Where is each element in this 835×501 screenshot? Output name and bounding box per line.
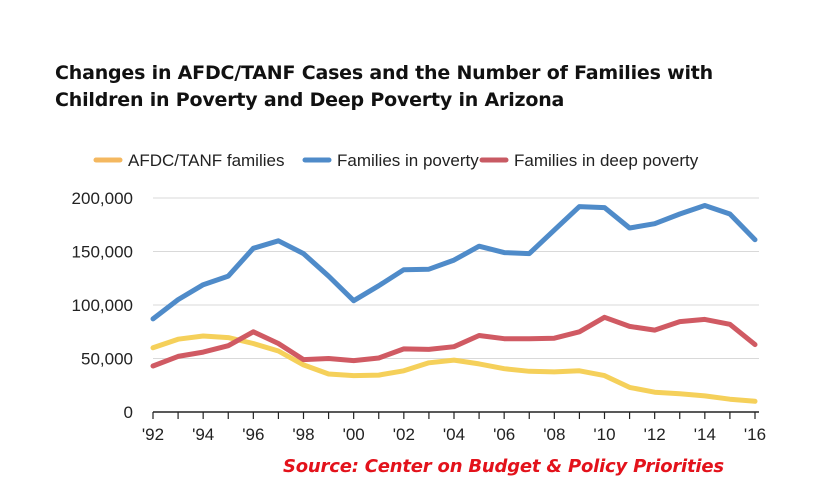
y-tick-label: 200,000: [72, 189, 133, 208]
x-tick-label: '00: [343, 425, 365, 444]
x-tick-label: '16: [744, 425, 766, 444]
x-tick-label: '12: [644, 425, 666, 444]
x-tick-label: '92: [142, 425, 164, 444]
series-line-0: [150, 333, 758, 404]
chart-legend: AFDC/TANF families Families in poverty Fam…: [93, 151, 699, 170]
x-tick-label: '08: [543, 425, 565, 444]
x-tick-label: '06: [493, 425, 515, 444]
legend-label-2: Families in deep poverty: [514, 151, 699, 170]
y-tick-label: 100,000: [72, 296, 133, 315]
x-axis: '92 '94 '96 '98 '00 '02 '04 '06 '08 '10 '12 '14 '16: [142, 411, 766, 444]
x-tick-label: '04: [443, 425, 465, 444]
x-tick-label: '10: [593, 425, 615, 444]
y-tick-label: 150,000: [72, 243, 133, 262]
legend-label-0: AFDC/TANF families: [128, 151, 284, 170]
chart-title: Changes in AFDC/TANF Cases and the Numbe…: [55, 60, 815, 114]
x-tick-label: '98: [292, 425, 314, 444]
legend-label-1: Families in poverty: [337, 151, 479, 170]
y-tick-label: 0: [124, 403, 133, 422]
x-tick-label: '14: [694, 425, 716, 444]
series-lines: [150, 203, 758, 404]
series-line-2: [150, 314, 758, 369]
x-tick-label: '96: [242, 425, 264, 444]
y-tick-label: 50,000: [81, 350, 133, 369]
series-line-1: [150, 203, 758, 322]
chart-title-line-2: Children in Poverty and Deep Poverty in …: [55, 89, 565, 111]
x-tick-label: '94: [192, 425, 214, 444]
x-tick-label: '02: [393, 425, 415, 444]
source-note: Source: Center on Budget & Policy Priori…: [283, 456, 724, 477]
y-axis: 0 50,000 100,000 150,000 200,000: [72, 189, 133, 422]
chart-title-line-1: Changes in AFDC/TANF Cases and the Numbe…: [55, 62, 714, 84]
